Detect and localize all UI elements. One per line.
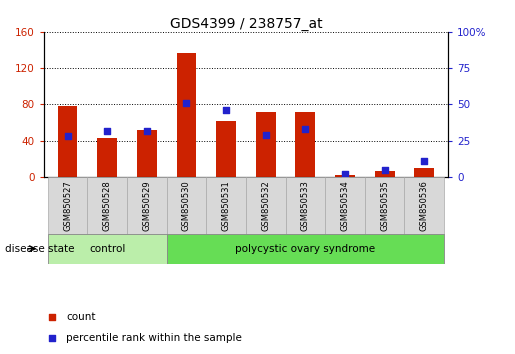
- Text: GSM850531: GSM850531: [221, 180, 231, 231]
- Bar: [58, 106, 77, 177]
- Text: polycystic ovary syndrome: polycystic ovary syndrome: [235, 244, 375, 254]
- Text: GSM850530: GSM850530: [182, 180, 191, 231]
- Point: [262, 132, 270, 138]
- Point: [381, 167, 389, 173]
- Text: GSM850533: GSM850533: [301, 180, 310, 231]
- Text: control: control: [89, 244, 125, 254]
- Bar: [325, 177, 365, 234]
- Point: [420, 158, 428, 164]
- Text: GSM850528: GSM850528: [102, 180, 112, 231]
- Bar: [97, 138, 117, 177]
- Text: GSM850535: GSM850535: [380, 180, 389, 231]
- Text: GSM850536: GSM850536: [420, 180, 429, 231]
- Bar: [246, 177, 285, 234]
- Bar: [167, 234, 444, 264]
- Point: [48, 335, 56, 341]
- Text: count: count: [66, 312, 95, 322]
- Point: [182, 100, 191, 106]
- Point: [63, 133, 72, 139]
- Text: GSM850529: GSM850529: [142, 180, 151, 231]
- Bar: [127, 177, 167, 234]
- Bar: [216, 121, 236, 177]
- Bar: [256, 112, 276, 177]
- Bar: [296, 112, 315, 177]
- Point: [143, 128, 151, 133]
- Title: GDS4399 / 238757_at: GDS4399 / 238757_at: [169, 17, 322, 31]
- Point: [48, 314, 56, 320]
- Bar: [137, 130, 157, 177]
- Text: GSM850534: GSM850534: [340, 180, 350, 231]
- Bar: [177, 53, 196, 177]
- Text: disease state: disease state: [5, 244, 75, 254]
- Bar: [375, 171, 394, 177]
- Bar: [335, 175, 355, 177]
- Bar: [404, 177, 444, 234]
- Text: GSM850532: GSM850532: [261, 180, 270, 231]
- Point: [103, 128, 111, 133]
- Bar: [88, 177, 127, 234]
- Bar: [365, 177, 404, 234]
- Bar: [285, 177, 325, 234]
- Point: [222, 107, 230, 113]
- Bar: [48, 234, 167, 264]
- Point: [301, 126, 310, 132]
- Bar: [207, 177, 246, 234]
- Bar: [167, 177, 207, 234]
- Bar: [48, 177, 88, 234]
- Bar: [415, 168, 434, 177]
- Text: percentile rank within the sample: percentile rank within the sample: [66, 332, 242, 343]
- Point: [341, 171, 349, 177]
- Text: GSM850527: GSM850527: [63, 180, 72, 231]
